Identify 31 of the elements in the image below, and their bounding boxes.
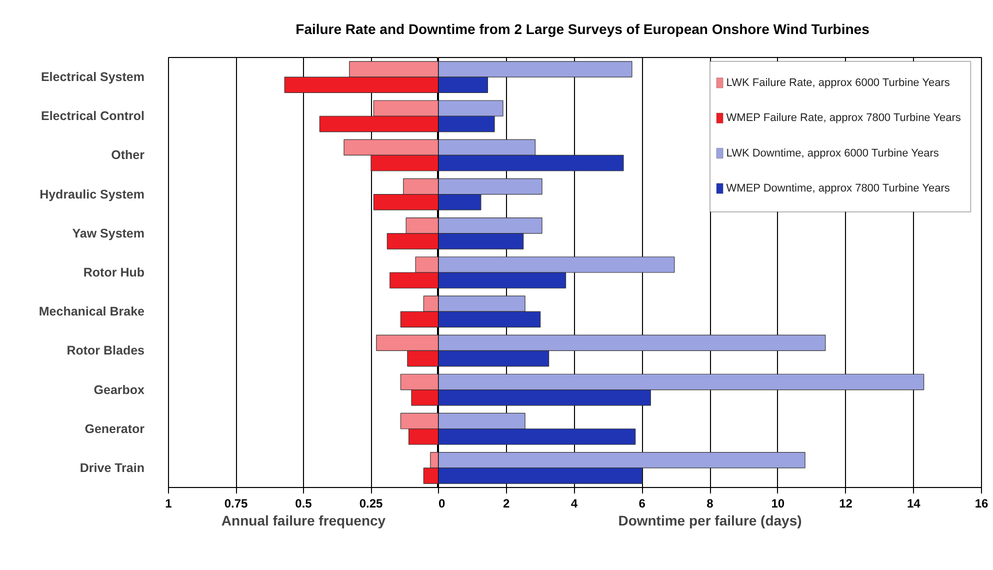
x-axis-title: Downtime per failure (days) (618, 512, 802, 528)
x-tick-label: 6 (638, 496, 646, 510)
x-tick-label: 14 (906, 496, 921, 510)
x-tick-label: 0.5 (295, 496, 312, 510)
y-tick-label: Other (111, 148, 145, 162)
y-tick-label: Drive Train (80, 460, 145, 475)
x-tick-label: 0.25 (359, 496, 384, 510)
legend-label: LWK Failure Rate, approx 6000 Turbine Years (726, 76, 950, 89)
y-tick-label: Yaw System (72, 226, 144, 240)
x-tick-label: 0 (438, 496, 446, 510)
x-tick-label: 16 (974, 496, 988, 510)
x-tick-label: 8 (706, 496, 714, 510)
y-tick-label: Electrical System (40, 70, 145, 84)
y-tick-label: Rotor Hub (83, 266, 145, 280)
x-tick-label: 0.75 (224, 496, 248, 510)
y-tick-label: Electrical Control (41, 109, 145, 124)
legend-label: WMEP Failure Rate, approx 7800 Turbine Years (726, 112, 962, 124)
y-tick-label: Mechanical Brake (38, 304, 145, 319)
y-tick-label: Rotor Blades (66, 344, 145, 358)
legend-label: LWK Downtime, approx 6000 Turbine Years (726, 147, 940, 160)
text: Failure Rate and Downtime from 2 Large Surveys of European Onshore Wind Turbines (296, 20, 870, 39)
legend-label: WMEP Downtime, approx 7800 Turbine Years (726, 182, 950, 194)
x-axis-title: Annual failure frequency (221, 512, 386, 528)
y-tick-label: Hydraulic System (40, 187, 145, 202)
x-tick-label: 10 (771, 496, 785, 510)
y-tick-label: Gearbox (94, 382, 145, 397)
x-tick-label: 4 (570, 496, 578, 510)
x-tick-label: 1 (165, 496, 172, 510)
x-tick-label: 12 (839, 496, 853, 510)
y-tick-label: Generator (84, 422, 145, 436)
x-tick-label: 2 (503, 496, 510, 510)
